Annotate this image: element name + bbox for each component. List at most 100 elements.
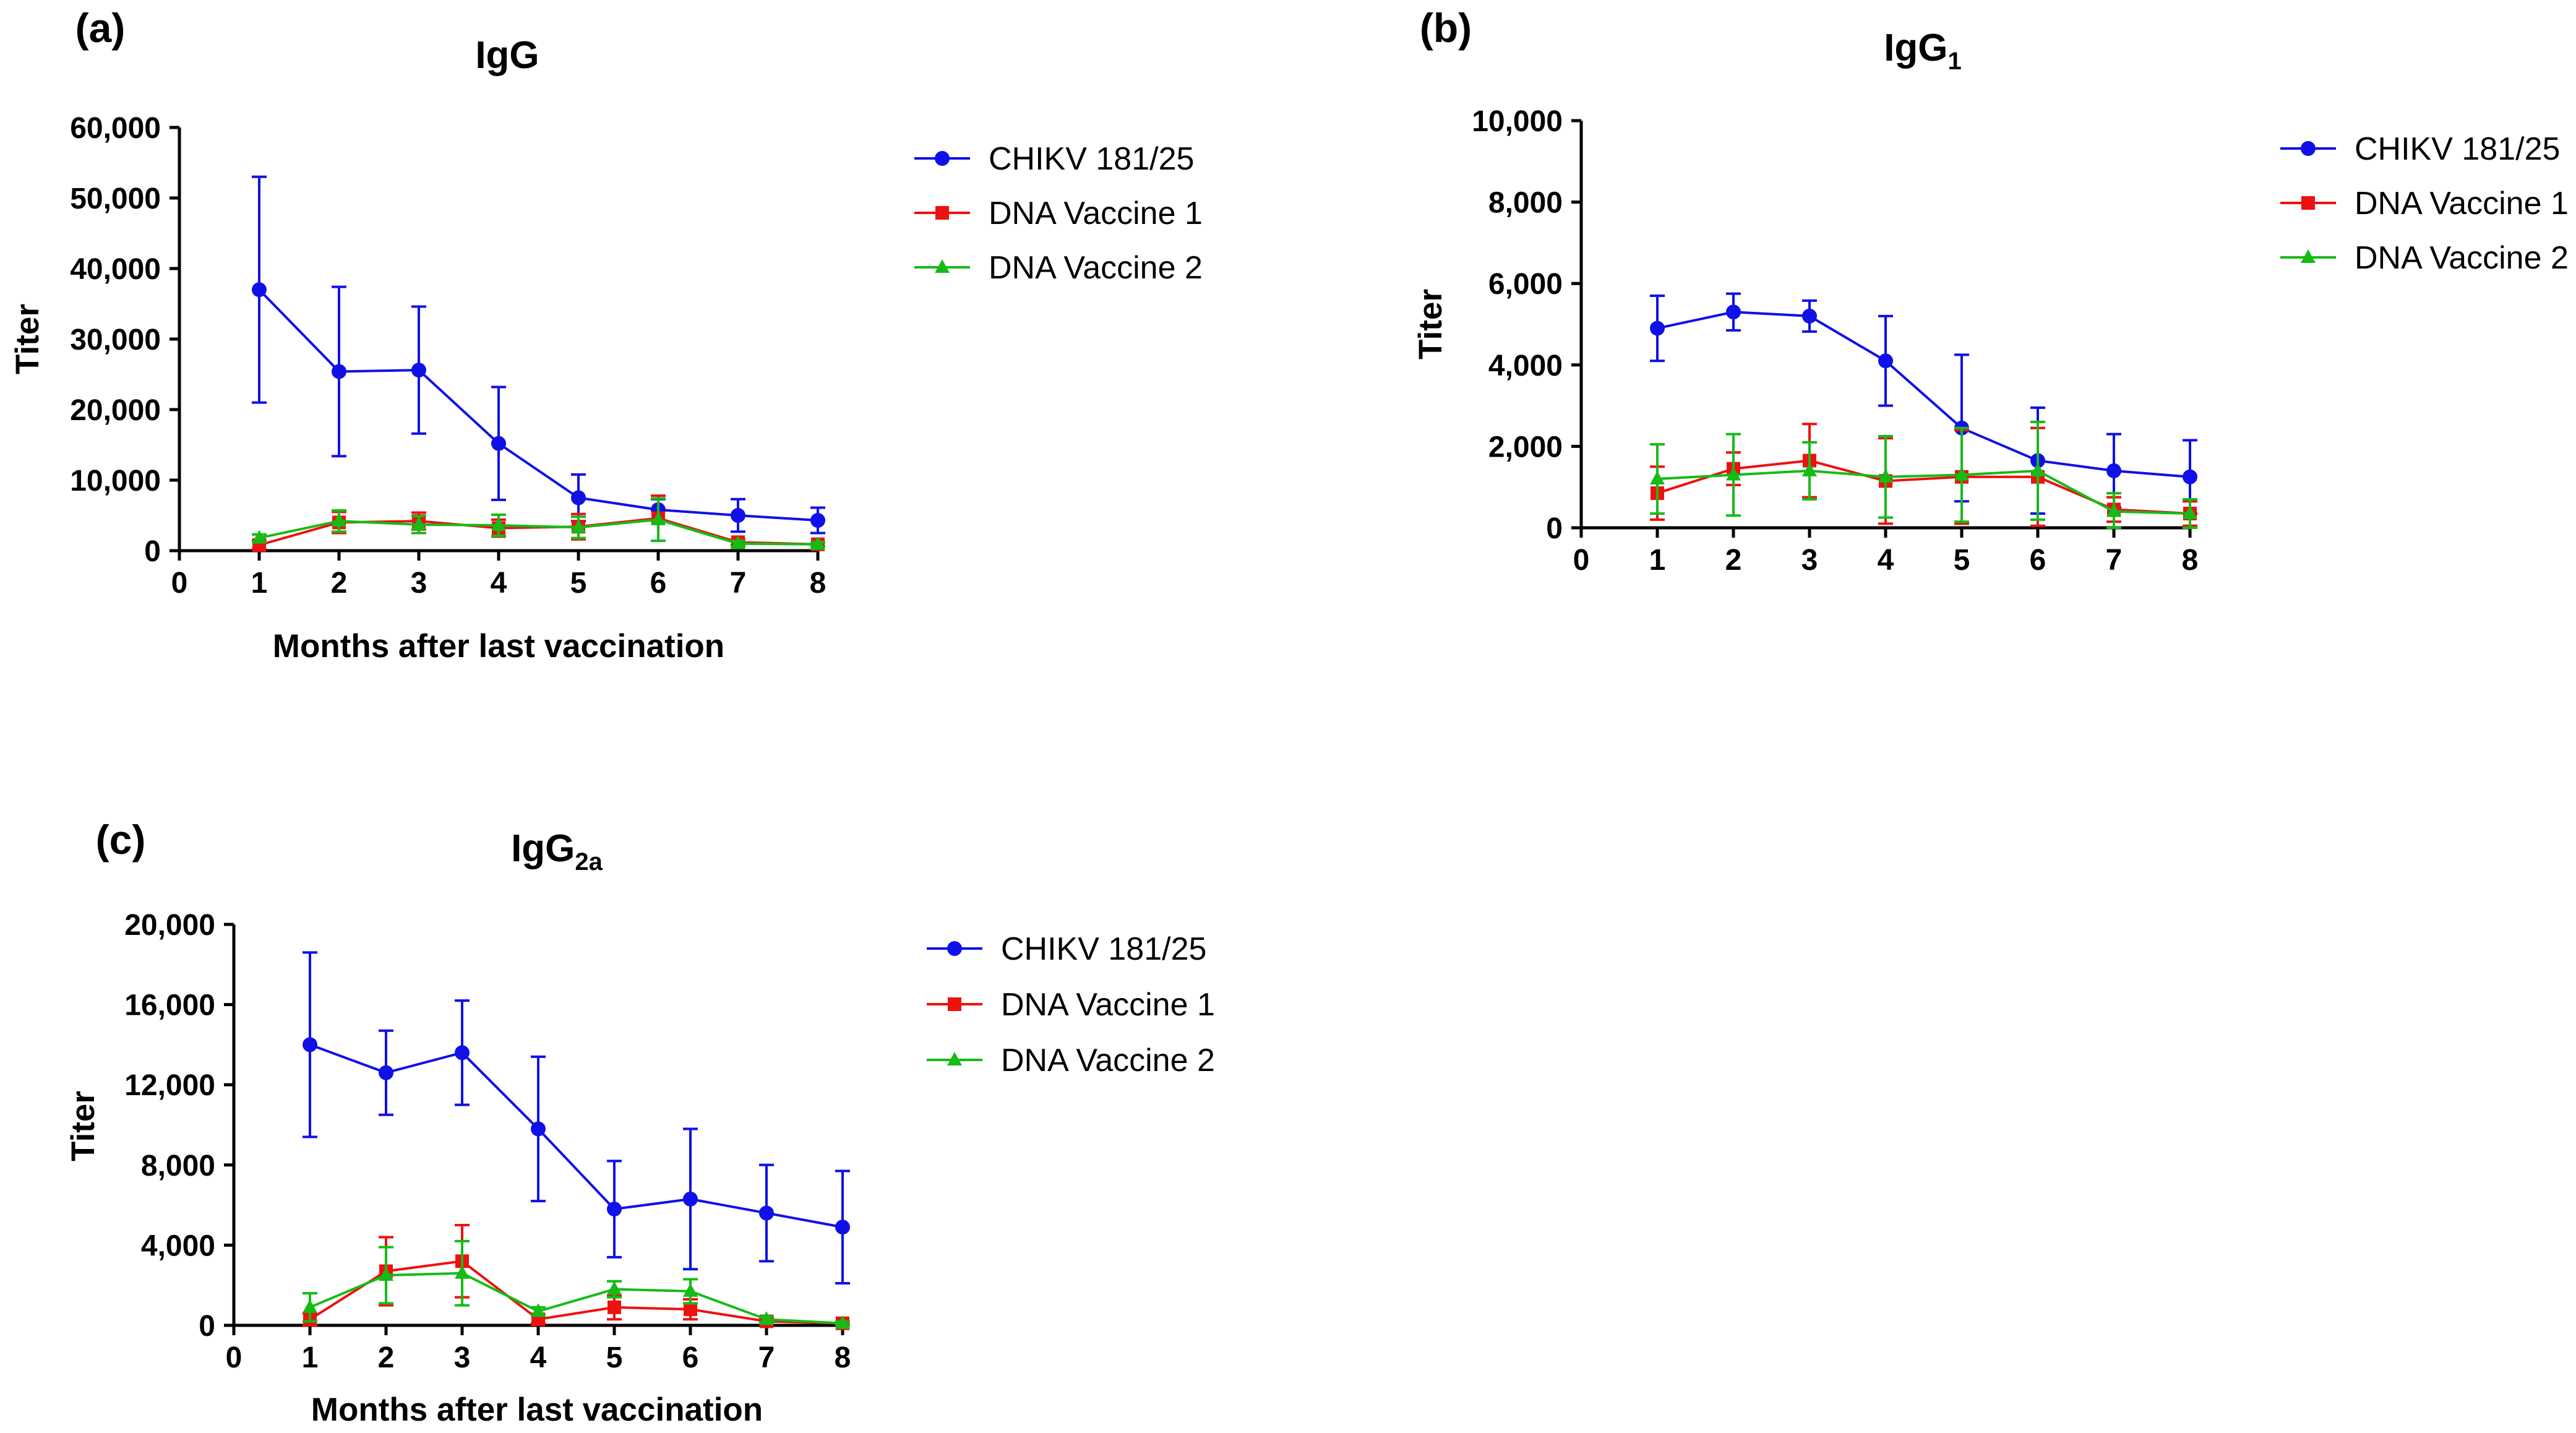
x-axis-title: Months after last vaccination [311,1392,763,1428]
chart-panel: (a) IgG 0 1 2 3 4 5 6 7 8 0 10,000 20,000 30,000 40,000… [9,5,1203,665]
legend-marker [2301,196,2315,210]
legend-item: CHIKV 181/25 [2280,131,2560,167]
y-tick-label: 30,000 [70,324,161,356]
x-tick-label: 6 [682,1341,699,1374]
y-tick-label: 0 [144,535,161,568]
y-tick-label: 6,000 [1488,268,1563,301]
x-tick-label: 8 [810,567,826,600]
y-tick-label: 2,000 [1488,431,1563,463]
data-point [252,282,267,298]
legend-label: CHIKV 181/25 [1001,931,1206,967]
y-tick-label: 8,000 [141,1150,215,1182]
data-point [731,535,745,549]
data-point [379,1267,393,1281]
series-line [259,518,818,546]
x-tick-label: 4 [530,1341,547,1374]
data-point [731,508,745,523]
x-tick-label: 4 [491,567,507,600]
data-point [252,530,267,544]
data-point [2183,505,2197,519]
y-tick-label: 4,000 [1488,350,1563,382]
legend-label: DNA Vaccine 1 [2355,186,2569,222]
data-point [1726,304,1741,320]
series-chikv-181-25 [1650,292,2197,515]
x-tick-label: 0 [171,567,188,600]
data-point [2030,462,2045,476]
x-tick-label: 8 [835,1341,851,1374]
series-dna-vaccine-2 [303,1239,850,1329]
data-point [2183,469,2197,484]
x-tick-label: 2 [331,567,348,600]
data-point [1650,471,1665,485]
chart-title-main: IgG [475,34,539,77]
y-tick-label: 4,000 [141,1229,215,1262]
series-line [309,1272,843,1325]
series-line [309,1043,843,1229]
data-point [1802,308,1817,324]
legend-item: DNA Vaccine 1 [2280,186,2569,222]
legend-marker [2301,141,2316,156]
panel-label: (b) [1420,5,1472,51]
chart-title: IgG2a [511,827,603,876]
data-point [2106,463,2121,478]
chart-title-subscript: 1 [1948,48,1962,75]
panel-label: (c) [96,817,146,863]
legend-label: DNA Vaccine 2 [989,250,1203,286]
panel-label: (a) [75,5,126,51]
x-tick-label: 0 [1573,544,1590,577]
x-tick-label: 5 [606,1341,623,1374]
series-line [1657,311,2191,478]
data-point [332,513,346,527]
y-axis-title: Titer [65,1091,101,1161]
x-tick-label: 0 [226,1341,243,1374]
data-point [810,536,825,550]
legend-item: CHIKV 181/25 [914,141,1194,177]
y-tick-label: 40,000 [70,253,161,286]
x-tick-label: 7 [2106,544,2123,577]
chart-title: IgG1 [1884,27,1962,75]
data-point [1726,467,1741,481]
legend-item: DNA Vaccine 1 [914,196,1203,231]
data-point [1878,353,1893,369]
data-point [411,363,426,378]
y-tick-label: 0 [1546,512,1563,545]
y-axis-title: Titer [9,304,46,374]
x-tick-label: 1 [302,1341,319,1374]
y-tick-label: 0 [199,1310,215,1343]
x-tick-label: 1 [251,567,268,600]
x-tick-label: 3 [454,1341,471,1374]
legend-label: DNA Vaccine 1 [1001,987,1215,1023]
y-tick-label: 16,000 [124,989,215,1022]
x-tick-label: 5 [1954,544,1970,577]
legend-label: DNA Vaccine 2 [2355,240,2569,276]
chart-title-subscript: 2a [575,848,603,876]
legend-marker [935,151,950,166]
legend-label: DNA Vaccine 1 [989,196,1203,231]
x-axis-title: Months after last vaccination [273,628,724,665]
series-chikv-181-25 [303,951,850,1285]
data-point [303,1299,317,1313]
data-point [608,1300,621,1314]
legend-marker [935,206,949,220]
legend-marker [947,941,962,956]
series-line [309,1260,843,1325]
legend-item: DNA Vaccine 1 [927,987,1215,1023]
data-point [810,512,825,528]
series-dna-vaccine-2 [252,497,825,550]
y-tick-label: 8,000 [1488,187,1563,220]
data-point [1802,462,1817,476]
data-point [379,1065,393,1080]
data-point [607,1202,622,1217]
y-tick-label: 10,000 [70,465,161,497]
x-tick-label: 5 [570,567,587,600]
series-chikv-181-25 [252,175,825,535]
legend-item: DNA Vaccine 2 [2280,240,2569,276]
chart-panel: (c) IgG2a 0 1 2 3 4 5 6 7 8 0 4,000 8,000 12,000 16,000… [65,817,1215,1428]
data-point [571,519,586,533]
legend-marker [947,1052,962,1065]
chart-title-main: IgG [1884,27,1947,69]
data-point [303,1037,317,1052]
legend-item: DNA Vaccine 2 [927,1043,1215,1078]
